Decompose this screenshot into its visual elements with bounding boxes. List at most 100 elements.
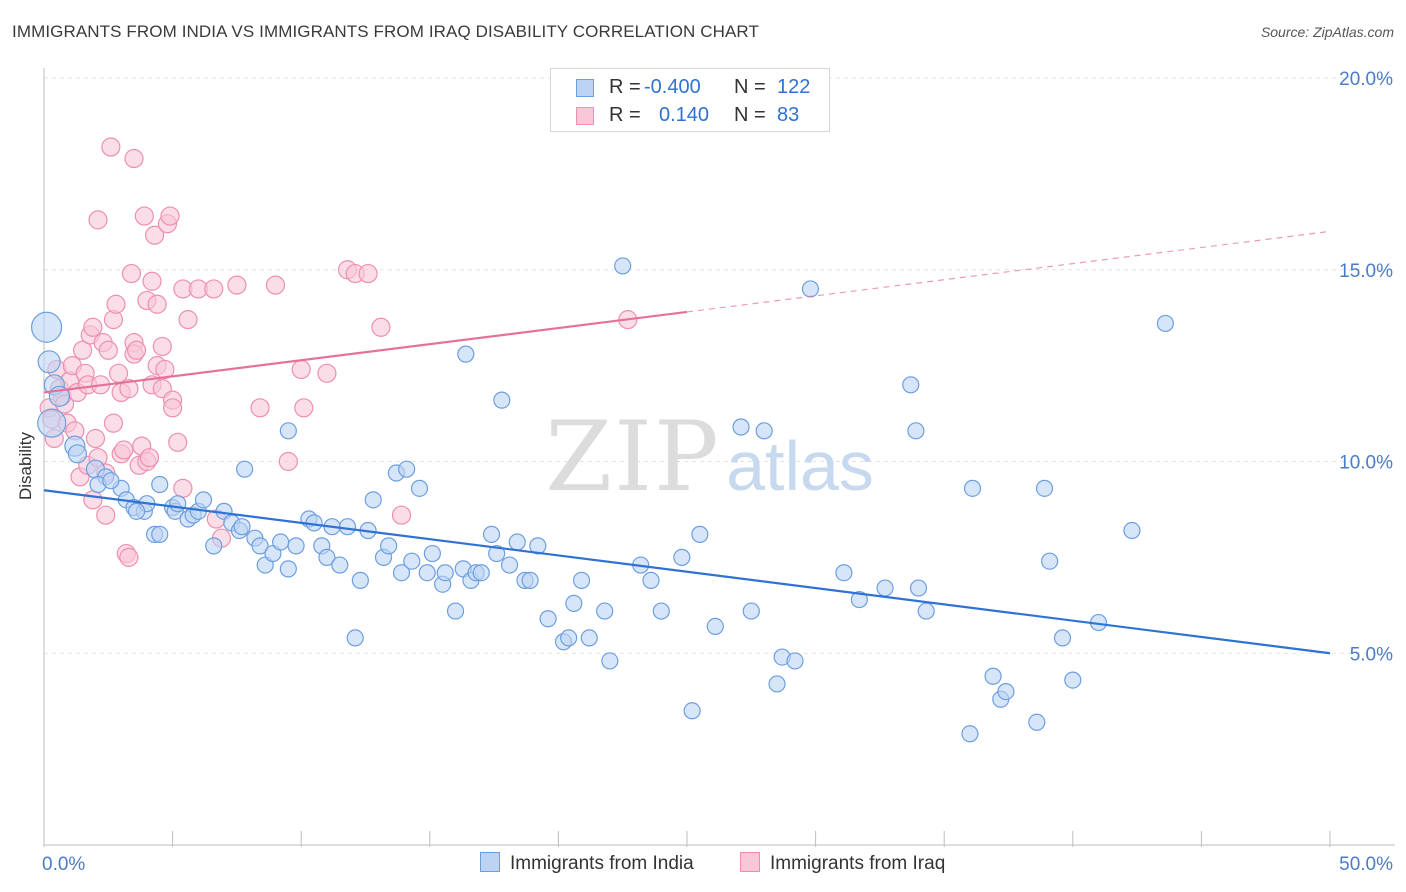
iraq-point <box>134 206 154 226</box>
india-point <box>67 444 88 464</box>
india-point <box>768 675 786 693</box>
india-n-label: N = <box>734 76 766 98</box>
iraq-point <box>126 340 147 360</box>
y-tick-label: 5.0% <box>1350 644 1393 665</box>
india-series <box>30 257 1174 743</box>
iraq-point <box>291 359 311 380</box>
india-point <box>917 602 935 620</box>
iraq-point <box>160 206 180 226</box>
iraq-point <box>124 148 144 169</box>
india-point <box>572 571 591 589</box>
iraq-point <box>106 294 126 314</box>
india-swatch <box>576 79 594 97</box>
india-point <box>380 537 398 555</box>
india-point <box>1041 552 1059 570</box>
iraq-point <box>358 263 378 284</box>
iraq-point <box>278 451 298 472</box>
india-point <box>272 533 290 551</box>
india-point <box>418 564 436 582</box>
india-point <box>1028 713 1046 731</box>
iraq-point <box>114 440 134 460</box>
source-label: Source: ZipAtlas.com <box>1260 24 1394 40</box>
india-point <box>732 418 750 436</box>
iraq-r-label: R = <box>609 104 641 126</box>
india-point <box>539 610 557 628</box>
legend-row-india: R = -0.400 N = 122 <box>551 72 829 102</box>
iraq-point <box>119 379 139 399</box>
india-legend-label: Immigrants from India <box>510 853 694 874</box>
trend-lines <box>43 230 1331 655</box>
y-tick-label: 10.0% <box>1339 453 1393 474</box>
iraq-point <box>391 505 412 525</box>
iraq-point <box>173 478 193 498</box>
india-point <box>169 495 187 513</box>
iraq-point <box>108 363 129 383</box>
iraq-point <box>152 336 172 357</box>
iraq-point <box>371 317 391 337</box>
india-point <box>801 280 820 298</box>
india-point <box>102 472 120 490</box>
india-point <box>279 422 297 440</box>
india-point <box>1123 521 1141 540</box>
india-point <box>596 602 614 620</box>
iraq-point <box>121 263 142 284</box>
iraq-point <box>265 275 286 295</box>
india-point <box>287 537 305 555</box>
india-point <box>508 533 526 551</box>
iraq-point <box>88 210 108 230</box>
bottom-legend-iraq: Immigrants from Iraq <box>740 852 945 875</box>
india-point <box>30 311 63 343</box>
watermark-zip: ZIP <box>545 401 720 513</box>
india-point <box>742 602 760 620</box>
india-point <box>963 479 982 497</box>
axes <box>43 68 1395 847</box>
india-point <box>755 422 773 440</box>
india-point <box>683 702 701 720</box>
india-point <box>457 345 475 363</box>
india-point <box>565 594 583 612</box>
iraq-point <box>147 294 167 314</box>
iraq-point <box>144 225 165 245</box>
india-point <box>194 491 213 509</box>
correlation-legend: R = -0.400 N = 122 R = 0.140 N = 83 <box>550 68 830 132</box>
india-point <box>236 460 254 478</box>
iraq-point <box>119 547 139 567</box>
india-point <box>351 571 369 589</box>
iraq-n-value: 83 <box>777 104 800 126</box>
india-point <box>850 590 868 609</box>
india-point <box>482 525 501 543</box>
india-point <box>835 564 853 582</box>
iraq-legend-swatch <box>740 852 760 872</box>
india-point <box>909 579 928 597</box>
india-point <box>902 376 920 394</box>
india-point <box>472 564 490 582</box>
iraq-point <box>85 428 106 449</box>
iraq-r-value: 0.140 <box>659 104 710 126</box>
iraq-point <box>142 271 162 291</box>
india-n-value: 122 <box>777 76 811 98</box>
iraq-point <box>83 317 103 337</box>
india-point <box>346 629 364 647</box>
iraq-n-label: N = <box>734 104 766 126</box>
india-point <box>318 548 336 566</box>
india-point <box>436 564 454 582</box>
x-tick-label: 50.0% <box>1339 854 1393 875</box>
india-point <box>392 564 411 582</box>
india-point <box>706 617 724 636</box>
india-point <box>251 537 269 555</box>
india-point <box>1064 671 1082 689</box>
india-r-value: -0.400 <box>644 76 701 98</box>
tick-labels: 5.0% 10.0% 15.0% 20.0% 0.0% 50.0% <box>42 69 1393 875</box>
iraq-point <box>227 275 247 295</box>
india-point <box>652 602 670 620</box>
india-point <box>1035 479 1054 497</box>
india-point <box>961 725 979 743</box>
grid-lines <box>44 77 1395 654</box>
iraq-trend-line <box>43 310 688 394</box>
watermark-atlas: atlas <box>726 427 874 505</box>
india-point <box>331 556 349 574</box>
iraq-point <box>98 340 118 360</box>
india-point <box>876 579 894 597</box>
india-point <box>1156 314 1174 333</box>
india-point <box>151 525 169 543</box>
